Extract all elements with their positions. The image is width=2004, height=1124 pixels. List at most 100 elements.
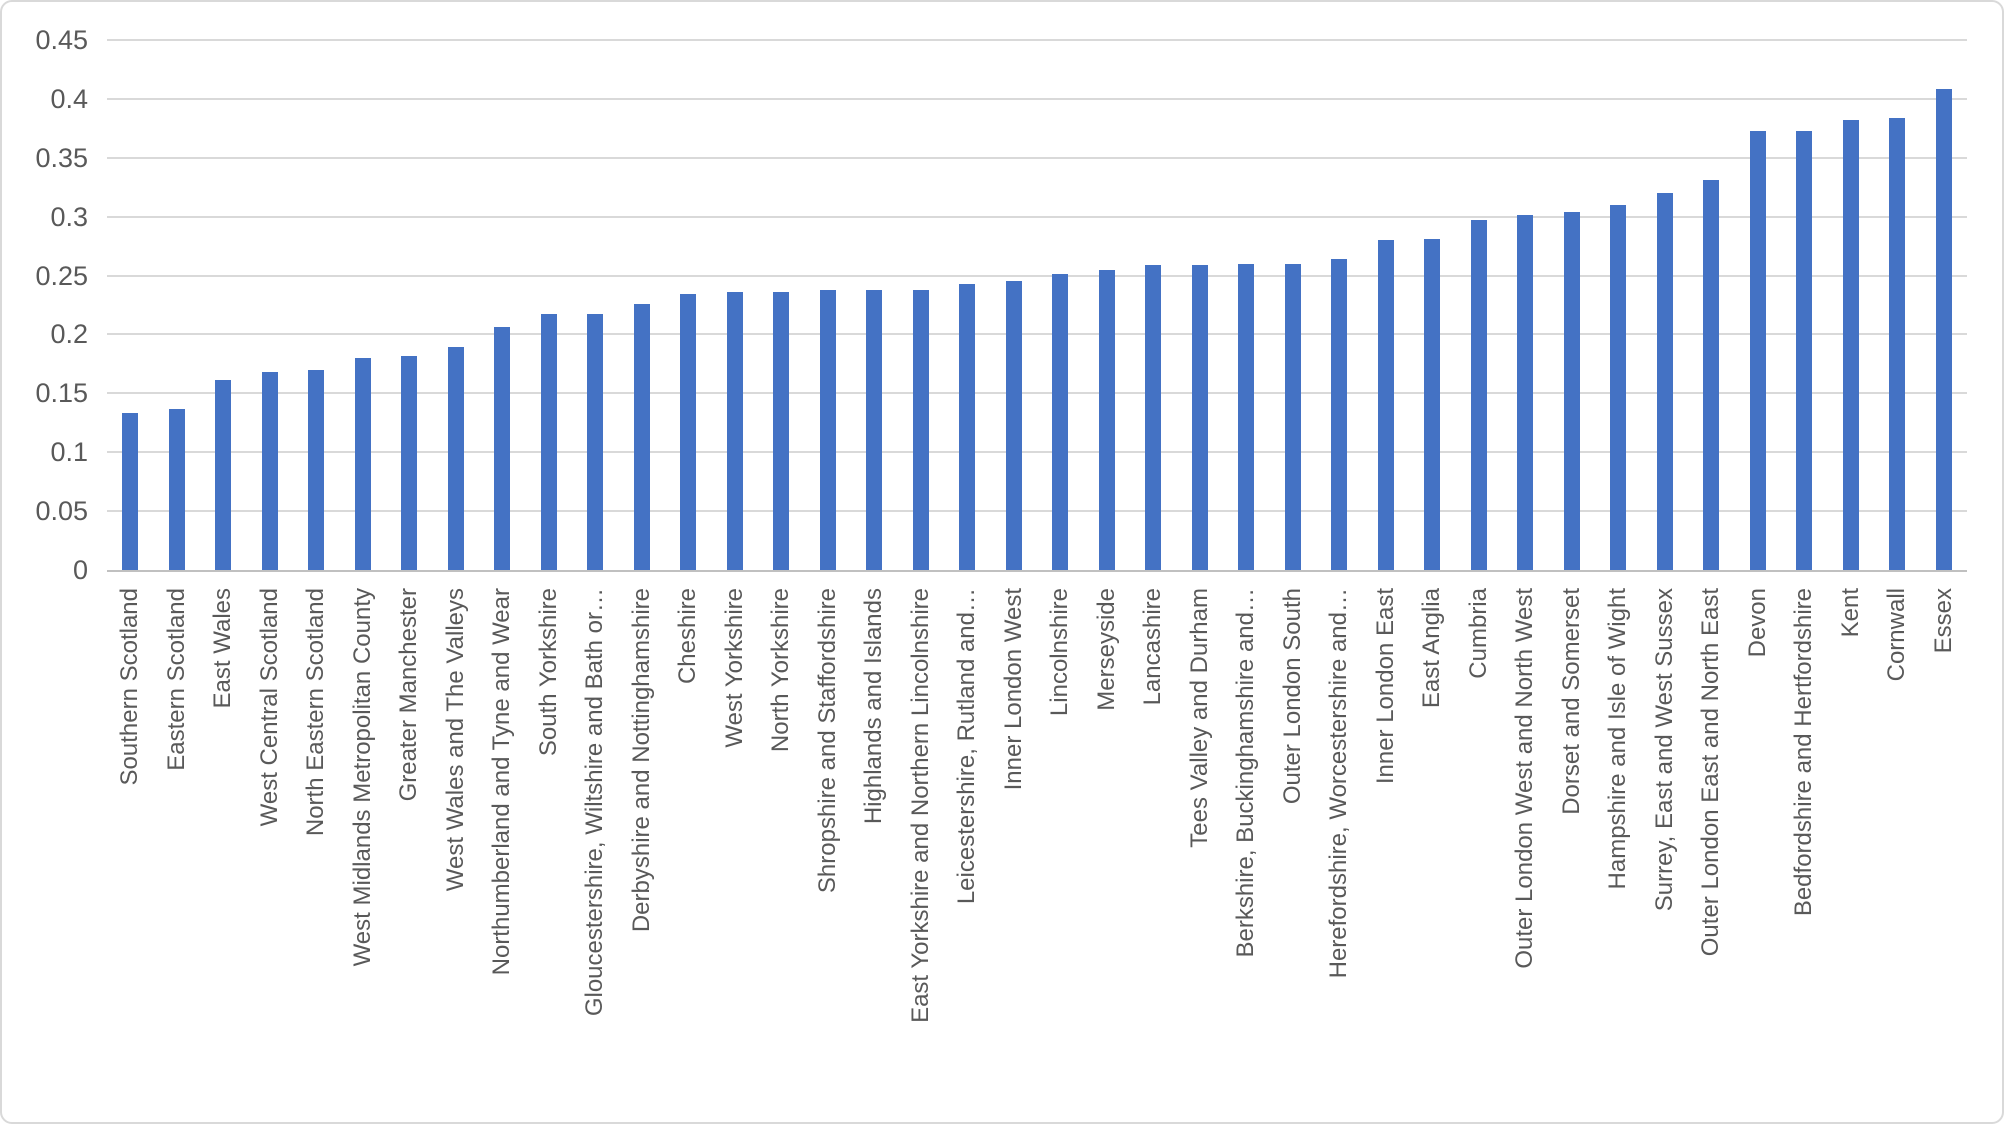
bar-slot [1642,40,1689,570]
x-axis-labels: Southern Scotland Eastern Scotland East Wa… [107,588,1967,1118]
x-category-label: Cornwall [1883,588,1911,682]
x-category-label: West Wales and The Valleys [441,588,469,892]
x-label-cell: East Anglia [1409,588,1456,1118]
bar-slot [1363,40,1410,570]
bar-Merseyside [1098,270,1115,570]
bar-Devon [1749,131,1766,570]
x-label-cell: Cornwall [1874,588,1921,1118]
x-category-label: Berkshire, Buckinghamshire and… [1232,588,1260,958]
x-category-label: Lancashire [1139,588,1167,706]
x-category-label: West Midlands Metropolitan County [348,588,376,967]
y-gridline [107,451,1967,453]
x-label-cell: Inner London East [1363,588,1410,1118]
x-label-cell: Tees Valley and Durham [1177,588,1224,1118]
bar-Northumberland and Tyne and Wear [494,327,511,570]
x-label-cell: South Yorkshire [526,588,573,1118]
x-label-cell: Southern Scotland [107,588,154,1118]
bar-slot [200,40,247,570]
x-label-cell: Herefordshire, Worcestershire and… [1316,588,1363,1118]
y-tick-label: 0.3 [50,202,88,232]
y-tick-label: 0 [72,555,88,585]
bar-slot [1409,40,1456,570]
y-gridline [107,39,1967,41]
x-label-cell: North Yorkshire [758,588,805,1118]
bar-slot [805,40,852,570]
bar-slot [665,40,712,570]
x-label-cell: Outer London South [1270,588,1317,1118]
bar-South Yorkshire [540,314,557,570]
x-category-label: East Anglia [1418,588,1446,709]
y-gridline [107,157,1967,159]
x-category-label: Northumberland and Tyne and Wear [488,588,516,976]
y-gridline [107,333,1967,335]
bar-slot [1130,40,1177,570]
y-tick-label: 0.2 [50,319,88,349]
bar-slot [479,40,526,570]
bar-slot [758,40,805,570]
bar-Essex [1935,89,1952,570]
x-category-label: Herefordshire, Worcestershire and… [1325,588,1353,979]
bar-slot [293,40,340,570]
bar-West Wales and The Valleys [447,347,464,570]
bar-Outer London East and North East [1703,180,1720,570]
bar-slot [1270,40,1317,570]
bar-slot [712,40,759,570]
x-category-label: West Central Scotland [255,588,283,827]
bar-slot [619,40,666,570]
bar-East Wales [215,380,232,570]
x-label-cell: West Central Scotland [247,588,294,1118]
bar-Lancashire [1145,265,1162,570]
bar-slot [247,40,294,570]
x-label-cell: Shropshire and Staffordshire [805,588,852,1118]
bar-Hampshire and Isle of Wight [1610,205,1627,570]
x-category-label: Kent [1836,588,1864,638]
bar-Highlands and Islands [866,290,883,570]
bar-slot [572,40,619,570]
x-category-label: Outer London West and North West [1511,588,1539,969]
bar-slot [851,40,898,570]
y-tick-label: 0.1 [50,437,88,467]
y-gridline [107,98,1967,100]
bar-West Midlands Metropolitan County [354,358,371,570]
x-category-label: Inner London West [999,588,1027,791]
y-tick-label: 0.45 [35,25,88,55]
x-label-cell: Inner London West [991,588,1038,1118]
bar-West Yorkshire [726,292,743,570]
x-category-label: East Yorkshire and Northern Lincolnshire [906,588,934,1023]
x-label-cell: Hampshire and Isle of Wight [1595,588,1642,1118]
x-label-cell: East Yorkshire and Northern Lincolnshire [898,588,945,1118]
x-label-cell: East Wales [200,588,247,1118]
x-label-cell: Highlands and Islands [851,588,898,1118]
x-label-cell: Berkshire, Buckinghamshire and… [1223,588,1270,1118]
y-gridline [107,216,1967,218]
bar-Inner London East [1377,240,1394,570]
bar-Shropshire and Staffordshire [819,290,836,570]
bar-slot [944,40,991,570]
x-label-cell: Kent [1828,588,1875,1118]
x-label-cell: Gloucestershire, Wiltshire and Bath or… [572,588,619,1118]
x-label-cell: Devon [1735,588,1782,1118]
x-category-label: Bedfordshire and Hertfordshire [1790,588,1818,917]
bar-Gloucestershire, Wiltshire and Bath or… [587,314,604,570]
bar-slot [1828,40,1875,570]
x-label-cell: Outer London East and North East [1688,588,1735,1118]
x-category-label: West Yorkshire [720,588,748,748]
bar-slot [1502,40,1549,570]
bar-Lincolnshire [1052,274,1069,570]
bar-Tees Valley and Durham [1191,265,1208,570]
x-category-label: Leicestershire, Rutland and… [953,588,981,905]
x-label-cell: Greater Manchester [386,588,433,1118]
bar-slot [1874,40,1921,570]
x-label-cell: West Wales and The Valleys [433,588,480,1118]
bar-Southern Scotland [122,413,139,570]
y-gridline [107,510,1967,512]
bar-Surrey, East and West Sussex [1656,193,1673,570]
bar-slot [1781,40,1828,570]
bar-slot [526,40,573,570]
bar-North Yorkshire [773,292,790,570]
bar-slot [1084,40,1131,570]
x-label-cell: Surrey, East and West Sussex [1642,588,1689,1118]
x-category-label: East Wales [209,588,237,709]
x-category-label: Cumbria [1464,588,1492,679]
x-category-label: Greater Manchester [395,588,423,802]
